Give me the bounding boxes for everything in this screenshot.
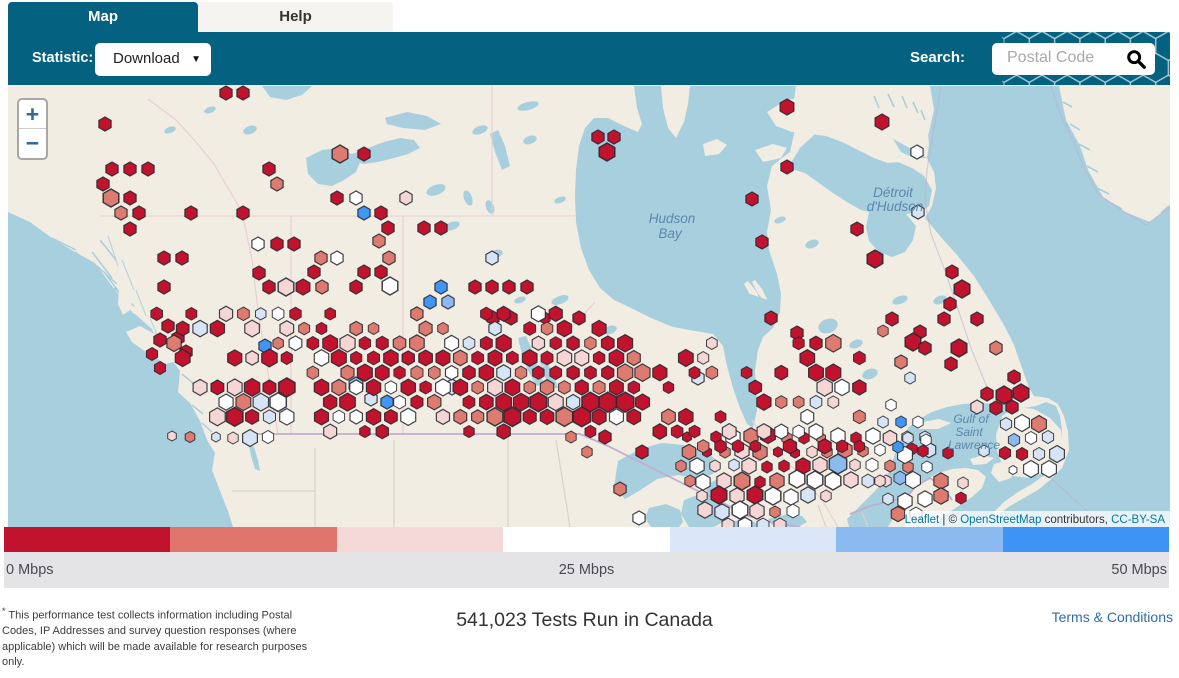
svg-text:Lawrence: Lawrence xyxy=(948,438,1000,452)
svg-text:Gulf of: Gulf of xyxy=(953,412,990,426)
svg-text:Bay: Bay xyxy=(658,226,683,241)
svg-text:Saint: Saint xyxy=(955,425,983,439)
svg-text:Détroit: Détroit xyxy=(873,185,914,200)
svg-text:d'Hudson: d'Hudson xyxy=(867,199,924,214)
svg-text:Leaflet | © OpenStreetMap cont: Leaflet | © OpenStreetMap contributors, … xyxy=(905,514,1166,526)
svg-text:Hudson: Hudson xyxy=(649,211,696,226)
